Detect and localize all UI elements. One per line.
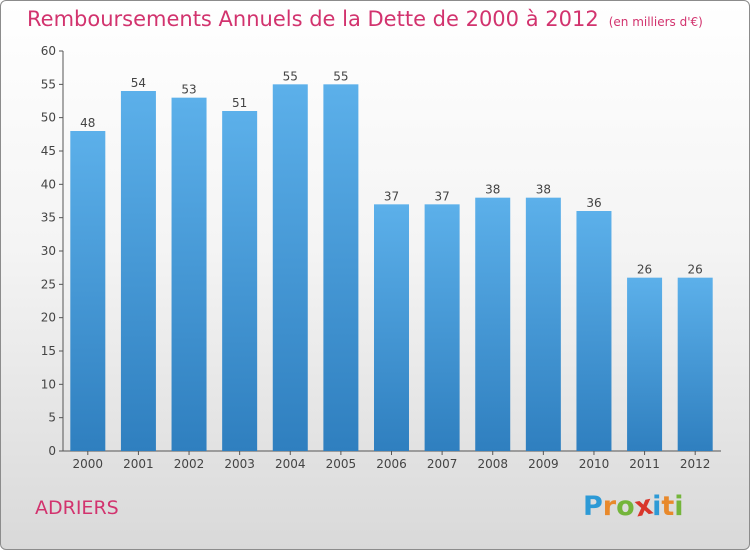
y-tick-label: 50 [41,111,56,125]
logo-letter: P [583,491,603,522]
chart-title: Remboursements Annuels de la Dette de 20… [27,7,703,31]
bar-value-label: 55 [333,69,348,83]
x-tick-label: 2003 [224,457,255,471]
logo-letter: o [616,491,635,522]
bar-value-label: 37 [384,189,399,203]
y-tick-label: 45 [41,144,56,158]
x-tick-label: 2002 [174,457,205,471]
logo-letter: i [652,491,662,522]
y-tick-label: 20 [41,311,56,325]
y-tick-label: 0 [48,444,56,458]
bar [272,84,308,451]
y-tick-label: 10 [41,377,56,391]
chart-title-text: Remboursements Annuels de la Dette de 20… [27,7,599,31]
bar [576,211,612,451]
bar-value-label: 54 [131,76,146,90]
bar-value-label: 26 [688,263,703,277]
bar [323,84,359,451]
y-tick-label: 25 [41,277,56,291]
logo-letter: i [674,491,684,522]
x-tick-label: 2007 [427,457,458,471]
x-tick-label: 2001 [123,457,154,471]
bar [120,91,156,451]
bar [475,197,511,451]
y-tick-label: 30 [41,244,56,258]
y-tick-label: 35 [41,211,56,225]
y-tick-label: 55 [41,77,56,91]
bar-value-label: 55 [283,69,298,83]
bar [424,204,460,451]
x-tick-label: 2004 [275,457,306,471]
y-tick-label: 60 [41,44,56,58]
bar [677,277,713,451]
logo-letter: t [661,491,675,522]
bar-value-label: 37 [434,189,449,203]
y-tick-label: 5 [48,411,56,425]
bar-value-label: 38 [485,183,500,197]
bar-value-label: 26 [637,263,652,277]
bar-value-label: 51 [232,96,247,110]
x-tick-label: 2012 [680,457,711,471]
proxiti-logo: Proxiti [583,490,684,524]
bar-value-label: 48 [80,116,95,130]
x-tick-label: 2010 [579,457,610,471]
bar [222,111,258,451]
bar [374,204,409,451]
x-tick-label: 2006 [376,457,407,471]
x-tick-label: 2005 [326,457,357,471]
bar-value-label: 53 [181,83,196,97]
bar [171,97,207,452]
y-tick-label: 15 [41,344,56,358]
commune-name: ADRIERS [35,497,119,519]
chart-subtitle: (en milliers d'€) [608,15,703,29]
bar [70,131,106,451]
x-tick-label: 2008 [477,457,508,471]
logo-letter: r [602,491,617,522]
x-tick-label: 2009 [528,457,559,471]
y-tick-label: 40 [41,177,56,191]
bar [627,277,663,451]
bar-value-label: 38 [536,183,551,197]
x-tick-label: 2000 [73,457,104,471]
x-tick-label: 2011 [629,457,660,471]
bar [525,197,561,451]
bar-value-label: 36 [586,196,601,210]
